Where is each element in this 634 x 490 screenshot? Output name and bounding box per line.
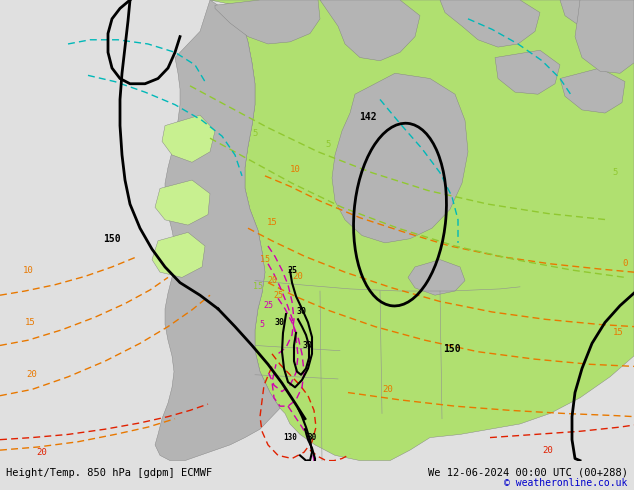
Polygon shape bbox=[155, 180, 210, 225]
Text: 25: 25 bbox=[287, 266, 297, 274]
Text: 30: 30 bbox=[275, 318, 285, 327]
Text: 15: 15 bbox=[25, 318, 36, 327]
Text: 30: 30 bbox=[297, 307, 307, 317]
Polygon shape bbox=[215, 0, 320, 44]
Polygon shape bbox=[162, 115, 215, 162]
Text: 130: 130 bbox=[283, 433, 297, 442]
Polygon shape bbox=[560, 0, 634, 31]
Text: 20: 20 bbox=[27, 370, 37, 379]
Text: We 12-06-2024 00:00 UTC (00+288): We 12-06-2024 00:00 UTC (00+288) bbox=[428, 468, 628, 478]
Text: Height/Temp. 850 hPa [gdpm] ECMWF: Height/Temp. 850 hPa [gdpm] ECMWF bbox=[6, 468, 212, 478]
Text: 5: 5 bbox=[252, 129, 257, 139]
Polygon shape bbox=[332, 74, 468, 243]
Text: 15: 15 bbox=[612, 328, 623, 338]
Text: 150: 150 bbox=[103, 234, 121, 244]
Text: 150: 150 bbox=[443, 343, 461, 354]
Text: 30: 30 bbox=[303, 341, 313, 350]
Polygon shape bbox=[152, 232, 205, 277]
Text: 5: 5 bbox=[325, 140, 331, 149]
Text: 20: 20 bbox=[383, 385, 393, 394]
Text: 20: 20 bbox=[37, 448, 48, 457]
Polygon shape bbox=[320, 0, 420, 61]
Text: 15: 15 bbox=[267, 219, 278, 227]
Polygon shape bbox=[408, 260, 465, 295]
Polygon shape bbox=[155, 0, 280, 461]
Text: 0: 0 bbox=[623, 259, 628, 269]
Text: 5: 5 bbox=[612, 168, 618, 177]
Text: 15: 15 bbox=[253, 282, 263, 292]
Text: 142: 142 bbox=[359, 112, 377, 122]
Polygon shape bbox=[575, 0, 634, 74]
Polygon shape bbox=[560, 68, 625, 113]
Text: 20: 20 bbox=[293, 272, 304, 281]
Text: 25: 25 bbox=[273, 291, 283, 300]
Text: 10: 10 bbox=[23, 266, 34, 274]
Text: 10: 10 bbox=[290, 165, 301, 174]
Polygon shape bbox=[440, 0, 540, 47]
Text: 25: 25 bbox=[263, 301, 273, 310]
Text: 20: 20 bbox=[267, 276, 277, 285]
Polygon shape bbox=[495, 50, 560, 94]
Polygon shape bbox=[210, 0, 634, 461]
Text: 15: 15 bbox=[260, 255, 270, 264]
Text: 20: 20 bbox=[543, 445, 553, 455]
Text: 5: 5 bbox=[259, 320, 264, 329]
Text: 30: 30 bbox=[307, 433, 316, 442]
Text: © weatheronline.co.uk: © weatheronline.co.uk bbox=[504, 478, 628, 488]
